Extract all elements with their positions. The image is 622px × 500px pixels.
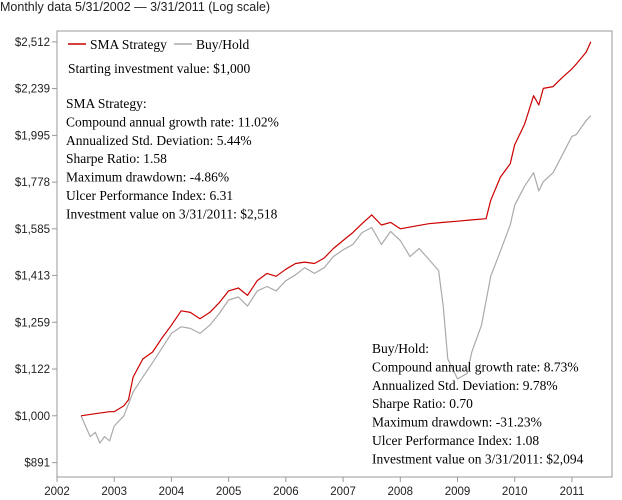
sma-stat-line: Compound annual growth rate: 11.02% <box>66 114 279 129</box>
y-tick-label: $1,413 <box>15 270 50 282</box>
sma-stat-line: Annualized Std. Deviation: 5.44% <box>66 133 252 148</box>
buyhold-stat-line: Buy/Hold: <box>372 341 429 356</box>
sma-stat-line: Investment value on 3/31/2011: $2,518 <box>66 206 278 221</box>
chart-legend: SMA Strategy Buy/Hold Starting investment … <box>68 37 250 76</box>
chart-series <box>80 41 592 444</box>
x-tick-label: 2006 <box>273 486 299 498</box>
x-tick-label: 2007 <box>330 486 356 498</box>
sma-stat-line: Ulcer Performance Index: 6.31 <box>66 188 233 203</box>
x-tick-label: 2011 <box>560 486 585 498</box>
y-tick-label: $1,778 <box>15 177 50 189</box>
buyhold-stat-line: Maximum drawdown: -31.23% <box>372 415 542 430</box>
plot-frame <box>56 30 613 478</box>
x-tick-label: 2002 <box>44 486 70 498</box>
y-tick-label: $2,239 <box>15 84 50 96</box>
legend-label-sma: SMA Strategy <box>90 37 167 52</box>
sma-stat-line: Maximum drawdown: -4.86% <box>66 170 229 185</box>
buyhold-stat-line: Sharpe Ratio: 0.70 <box>372 396 473 411</box>
x-tick-label: 2003 <box>101 486 127 498</box>
y-tick-label: $891 <box>24 458 50 470</box>
x-tick-label: 2010 <box>502 486 528 498</box>
x-tick-label: 2004 <box>159 486 185 498</box>
sma-stats-box: SMA Strategy: Compound annual growth rate… <box>66 96 279 221</box>
buyhold-stat-line: Ulcer Performance Index: 1.08 <box>372 433 539 448</box>
starting-value-label: Starting investment value: $1,000 <box>68 61 250 76</box>
series-line-sma-strategy <box>80 41 592 417</box>
series-line-buy-hold <box>80 115 592 444</box>
chart-axes: $891 $1,000 $1,122 $1,259 $1,413 $1,585 $1,778… <box>15 30 613 498</box>
y-tick-label: $1,000 <box>15 411 50 423</box>
y-tick-label: $2,512 <box>15 37 50 49</box>
buyhold-stat-line: Annualized Std. Deviation: 9.78% <box>372 378 558 393</box>
legend-label-buyhold: Buy/Hold <box>196 37 250 52</box>
y-tick-label: $1,259 <box>15 317 50 329</box>
y-tick-label: $1,585 <box>15 224 50 236</box>
y-tick-label: $1,995 <box>15 130 50 142</box>
x-tick-label: 2005 <box>216 486 242 498</box>
y-tick-label: $1,122 <box>15 364 50 376</box>
buyhold-stats-box: Buy/Hold: Compound annual growth rate: 8.… <box>372 341 584 466</box>
buyhold-stat-line: Compound annual growth rate: 8.73% <box>372 359 579 374</box>
sma-stat-line: Sharpe Ratio: 1.58 <box>66 151 167 166</box>
buyhold-stat-line: Investment value on 3/31/2011: $2,094 <box>372 451 584 466</box>
sma-stat-line: SMA Strategy: <box>66 96 147 111</box>
x-tick-label: 2008 <box>388 486 414 498</box>
x-tick-label: 2009 <box>445 486 471 498</box>
chart-subtitle: Monthly data 5/31/2002 — 3/31/2011 (Log … <box>0 0 271 14</box>
